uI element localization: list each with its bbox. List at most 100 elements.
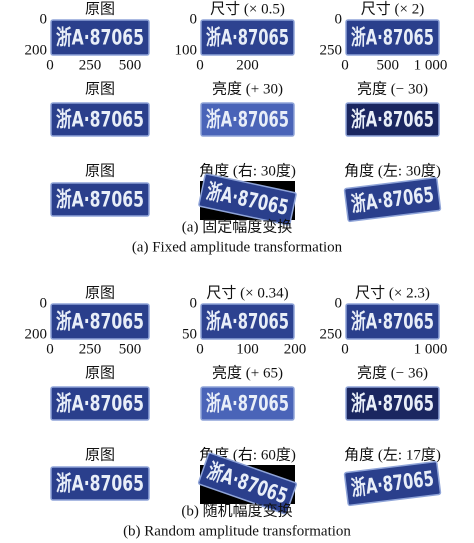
plate-text: 浙A·87065	[206, 26, 289, 50]
x-tick-label: 200	[236, 57, 259, 73]
x-tick-label: 0	[46, 341, 54, 357]
panel-title: 原图	[85, 284, 115, 301]
plate-body	[198, 173, 297, 226]
plate-text: 浙A·87065	[206, 392, 289, 416]
plate-body	[343, 460, 442, 507]
plate-body	[50, 466, 150, 501]
plate-body	[50, 182, 150, 217]
y-tick-label: 0	[190, 295, 198, 311]
plate-text: 浙A·87065	[351, 26, 434, 50]
plate-text: 浙A·87065	[351, 108, 434, 132]
plate: 浙A·87065	[200, 19, 295, 56]
caption-en: (b) Random amplitude transformation	[123, 523, 351, 539]
y-tick-label: 0	[335, 11, 343, 27]
y-tick-label: 50	[182, 326, 197, 342]
panel-title: 亮度 (+ 30)	[212, 80, 283, 97]
plate-text: 浙A·87065	[206, 108, 289, 132]
plate-image: 浙A·87065	[50, 102, 150, 137]
plate-body	[345, 303, 440, 340]
plate-image: 浙A·87065	[345, 19, 440, 56]
y-tick-label: 200	[25, 42, 48, 58]
plate-image: 浙A·87065	[50, 19, 150, 56]
plate: 浙A·87065	[50, 466, 150, 501]
panel-title: 原图	[85, 162, 115, 179]
caption-zh: (a) 固定幅度变换	[182, 218, 292, 235]
x-tick-label: 0	[341, 57, 349, 73]
x-tick-label: 500	[119, 57, 142, 73]
plate-text: 浙A·87065	[56, 392, 144, 416]
x-tick-label: 1 000	[414, 341, 448, 357]
panel-title: 角度 (左: 30度)	[344, 162, 441, 179]
plate-text: 浙A·87065	[56, 188, 144, 212]
panel-title: 尺寸 (× 2)	[361, 0, 424, 17]
panel-title: 原图	[85, 80, 115, 97]
panel-title: 亮度 (− 36)	[357, 364, 428, 381]
x-tick-label: 0	[196, 341, 204, 357]
plate-body	[200, 102, 295, 137]
plate-text: 浙A·87065	[351, 310, 434, 334]
plate-image: 浙A·87065	[345, 102, 440, 137]
x-tick-label: 1 000	[414, 57, 448, 73]
plate: 浙A·87065	[50, 182, 150, 217]
panel-title: 尺寸 (× 2.3)	[355, 284, 430, 301]
panel-title: 尺寸 (× 0.5)	[210, 0, 285, 17]
plate: 浙A·87065	[343, 176, 442, 223]
y-tick-label: 100	[175, 42, 198, 58]
plate-body	[50, 102, 150, 137]
x-tick-label: 0	[196, 57, 204, 73]
plate: 浙A·87065	[345, 386, 440, 421]
plate-image: 浙A·87065	[198, 173, 297, 226]
plate-body	[200, 19, 295, 56]
plate: 浙A·87065	[345, 303, 440, 340]
y-tick-label: 0	[40, 295, 48, 311]
plate: 浙A·87065	[345, 19, 440, 56]
panel-title: 尺寸 (× 0.34)	[206, 284, 288, 301]
plate-text: 浙A·87065	[351, 392, 434, 416]
x-tick-label: 0	[341, 341, 349, 357]
plate: 浙A·87065	[200, 386, 295, 421]
y-tick-label: 0	[335, 295, 343, 311]
x-tick-label: 100	[236, 341, 259, 357]
plate: 浙A·87065	[200, 303, 295, 340]
plate-body	[345, 102, 440, 137]
plate-body	[343, 176, 442, 223]
plate-image: 浙A·87065	[50, 386, 150, 421]
plate-image: 浙A·87065	[200, 303, 295, 340]
plate-text: 浙A·87065	[56, 472, 144, 496]
caption-en: (a) Fixed amplitude transformation	[132, 239, 343, 255]
plate-body	[197, 452, 298, 515]
plate-image: 浙A·87065	[50, 182, 150, 217]
plate: 浙A·87065	[50, 19, 150, 56]
plate-body	[345, 386, 440, 421]
plate-text: 浙A·87065	[56, 108, 144, 132]
x-tick-label: 250	[79, 341, 102, 357]
plate-image: 浙A·87065	[50, 303, 150, 340]
plate-image: 浙A·87065	[197, 452, 298, 515]
panel-title: 原图	[85, 364, 115, 381]
plate-body	[200, 303, 295, 340]
plate: 浙A·87065	[50, 303, 150, 340]
y-tick-label: 250	[320, 326, 343, 342]
plate: 浙A·87065	[200, 102, 295, 137]
y-tick-label: 0	[40, 11, 48, 27]
plate: 浙A·87065	[50, 386, 150, 421]
plate-image: 浙A·87065	[345, 386, 440, 421]
panel-title: 角度 (右: 30度)	[199, 162, 296, 179]
plate-image: 浙A·87065	[200, 19, 295, 56]
x-tick-label: 500	[119, 341, 142, 357]
caption-zh: (b) 随机幅度变换	[181, 502, 292, 519]
plate-body	[50, 303, 150, 340]
plate-text: 浙A·87065	[56, 310, 144, 334]
y-tick-label: 0	[190, 11, 198, 27]
plate: 浙A·87065	[343, 460, 442, 507]
y-tick-label: 200	[25, 326, 48, 342]
x-tick-label: 200	[284, 341, 307, 357]
plate-text: 浙A·87065	[56, 26, 144, 50]
panel-title: 亮度 (+ 65)	[212, 364, 283, 381]
plate-body	[50, 19, 150, 56]
plate-body	[200, 386, 295, 421]
plate-image: 浙A·87065	[50, 466, 150, 501]
panel-title: 原图	[85, 446, 115, 463]
x-tick-label: 0	[46, 57, 54, 73]
